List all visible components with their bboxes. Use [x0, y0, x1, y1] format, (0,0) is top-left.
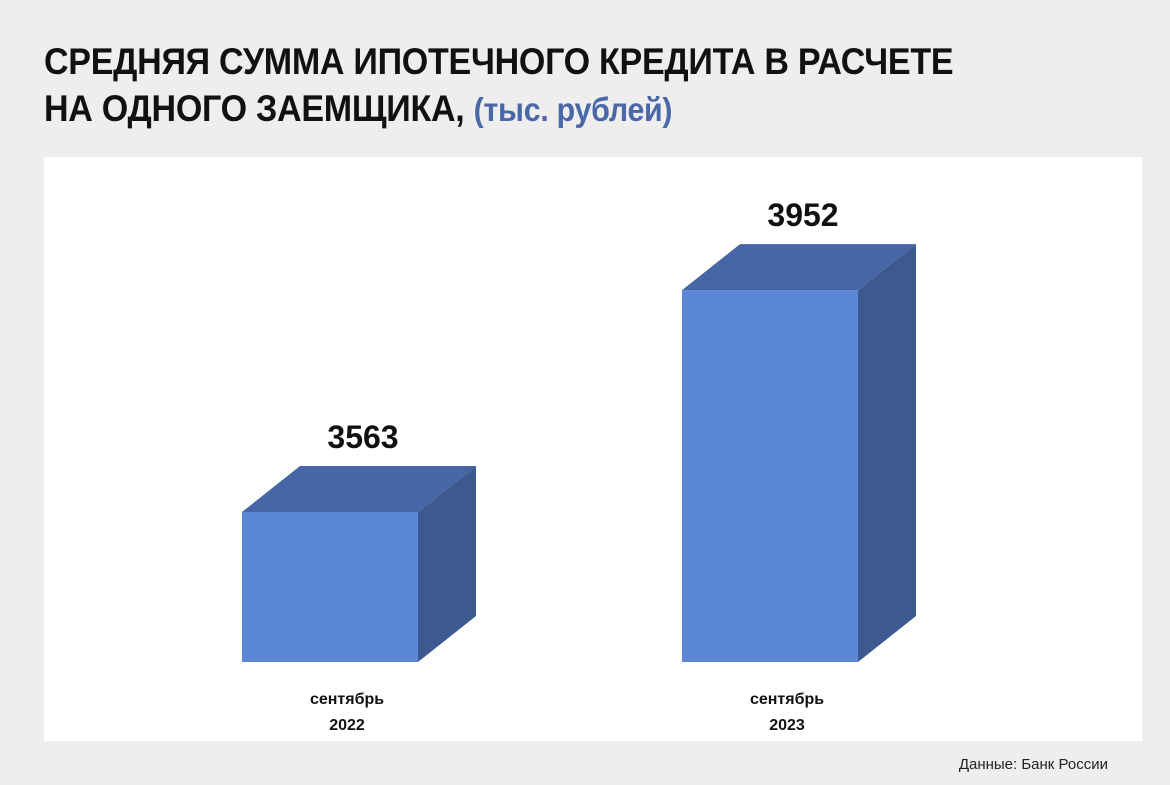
- bar-front-2: [682, 290, 858, 662]
- title-line-1: СРЕДНЯЯ СУММА ИПОТЕЧНОГО КРЕДИТА В РАСЧЕ…: [44, 41, 954, 82]
- category-label-1-line-2: 2022: [329, 717, 365, 734]
- title-unit: (тыс. рублей): [473, 91, 673, 128]
- bar-top-1: [242, 466, 476, 512]
- title-line-2-text: НА ОДНОГО ЗАЕМЩИКА,: [44, 88, 465, 129]
- value-label-2: 3952: [767, 197, 838, 233]
- bar-side-2: [858, 244, 916, 662]
- bar-side-1: [418, 466, 476, 662]
- category-label-2-line-1: сентябрь: [750, 691, 824, 708]
- value-label-1: 3563: [327, 419, 398, 455]
- chart-panel: 3563 сентябрь 2022 3952 сентябрь 2023: [44, 157, 1142, 741]
- category-label-2-line-2: 2023: [769, 717, 805, 734]
- bar-front-1: [242, 512, 418, 662]
- source-note: Данные: Банк России: [958, 756, 1108, 773]
- category-label-1-line-1: сентябрь: [310, 691, 384, 708]
- bar-top-2: [682, 244, 916, 291]
- title-line-2: НА ОДНОГО ЗАЕМЩИКА, (тыс. рублей): [44, 85, 953, 133]
- chart-title: СРЕДНЯЯ СУММА ИПОТЕЧНОГО КРЕДИТА В РАСЧЕ…: [44, 38, 954, 133]
- bar-1: [242, 466, 476, 662]
- bar-chart: 3563 сентябрь 2022 3952 сентябрь 2023: [242, 197, 916, 734]
- bar-2: [682, 244, 916, 662]
